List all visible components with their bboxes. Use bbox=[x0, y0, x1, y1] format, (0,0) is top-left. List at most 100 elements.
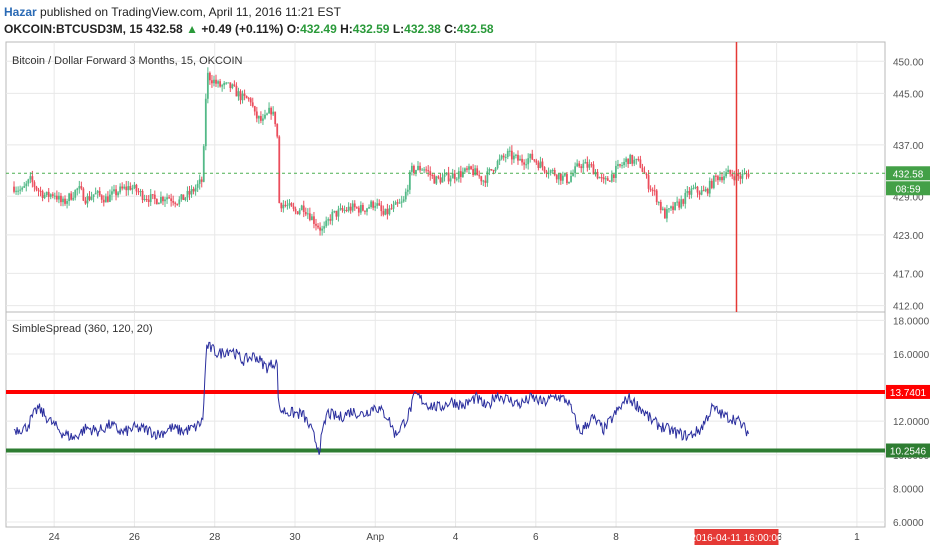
time-tick-label: 24 bbox=[49, 532, 61, 543]
price-pane[interactable] bbox=[5, 41, 886, 313]
candle-body bbox=[386, 208, 389, 215]
candle-body bbox=[231, 84, 234, 89]
candle-body bbox=[296, 211, 299, 215]
candle-body bbox=[357, 207, 360, 213]
candle-body bbox=[349, 206, 352, 211]
candle-body bbox=[582, 163, 585, 169]
candle-body bbox=[27, 179, 30, 184]
candle-body bbox=[578, 163, 581, 167]
candle-body bbox=[280, 203, 283, 209]
candle-body bbox=[635, 158, 638, 160]
candle-body bbox=[284, 204, 287, 206]
candle-body bbox=[96, 191, 99, 193]
candle-body bbox=[321, 228, 324, 231]
candle-body bbox=[645, 173, 648, 176]
candle-body bbox=[529, 153, 532, 159]
candle-body bbox=[58, 195, 60, 200]
candle-body bbox=[670, 206, 672, 209]
author-link[interactable]: Hazar bbox=[4, 5, 37, 19]
candle-body bbox=[672, 206, 674, 210]
candle-body bbox=[255, 111, 258, 119]
candle-body bbox=[625, 158, 628, 162]
candle-body bbox=[508, 150, 511, 152]
candle-body bbox=[533, 159, 536, 161]
candle-body bbox=[182, 194, 185, 201]
candle-body bbox=[639, 159, 642, 168]
candle-body bbox=[208, 72, 211, 81]
candle-body bbox=[119, 186, 122, 193]
price-tick-label: 412.00 bbox=[893, 302, 924, 313]
candle-body bbox=[331, 211, 334, 221]
candle-body bbox=[202, 146, 205, 182]
candle-body bbox=[72, 197, 75, 200]
candle-body bbox=[441, 177, 444, 183]
candle-body bbox=[155, 199, 158, 205]
candle-body bbox=[274, 111, 277, 125]
candle-body bbox=[621, 165, 623, 167]
candle-body bbox=[398, 202, 401, 204]
time-tick-label: 26 bbox=[129, 532, 141, 543]
candle-body bbox=[374, 205, 377, 208]
candle-body bbox=[368, 207, 370, 209]
candle-body bbox=[472, 169, 474, 176]
candle-body bbox=[539, 161, 542, 169]
candle-body bbox=[62, 198, 64, 203]
candle-body bbox=[217, 81, 219, 84]
candle-body bbox=[102, 199, 105, 203]
candle-body bbox=[657, 201, 660, 203]
candle-body bbox=[608, 180, 611, 182]
candle-body bbox=[204, 98, 207, 147]
candle-body bbox=[186, 190, 189, 198]
candle-body bbox=[162, 197, 164, 202]
candle-body bbox=[551, 170, 554, 172]
candle-body bbox=[92, 194, 95, 197]
candle-body bbox=[335, 210, 338, 217]
close-label: C: bbox=[444, 22, 457, 36]
chart-canvas[interactable]: Bitcoin / Dollar Forward 3 Months, 15, O… bbox=[0, 40, 932, 550]
candle-body bbox=[13, 186, 15, 192]
candle-body bbox=[251, 102, 254, 107]
candle-body bbox=[455, 178, 458, 180]
candle-body bbox=[629, 154, 632, 165]
candle-body bbox=[192, 189, 195, 192]
candle-body bbox=[390, 208, 393, 210]
candle-body bbox=[602, 177, 605, 180]
candle-body bbox=[510, 150, 513, 160]
candle-body bbox=[733, 176, 736, 181]
lower-band-tag bbox=[886, 443, 930, 458]
candle-body bbox=[282, 204, 285, 209]
candle-body bbox=[219, 81, 221, 87]
candle-body bbox=[615, 165, 617, 179]
candle-body bbox=[364, 210, 366, 212]
candle-body bbox=[712, 175, 715, 188]
candle-body bbox=[694, 186, 697, 189]
candle-body bbox=[325, 220, 328, 227]
low-label: L: bbox=[392, 22, 405, 36]
low-value: 432.38 bbox=[404, 22, 441, 36]
candle-body bbox=[345, 209, 348, 211]
candle-body bbox=[78, 186, 81, 189]
price-y-axis[interactable]: 450.00 445.00 437.00 429.00 423.00 417.00 412.… bbox=[893, 57, 924, 312]
candle-body bbox=[176, 203, 179, 205]
symbol-label[interactable]: OKCOIN:BTCUSD3M, 15 bbox=[4, 22, 143, 36]
candle-body bbox=[666, 209, 668, 219]
upper-band-tag bbox=[886, 384, 930, 399]
candle-body bbox=[292, 206, 295, 209]
candle-body bbox=[421, 169, 423, 171]
candle-body bbox=[568, 181, 570, 184]
candle-body bbox=[439, 177, 442, 183]
candle-body bbox=[515, 154, 517, 156]
candle-body bbox=[500, 155, 503, 159]
candle-body bbox=[47, 191, 50, 197]
candle-body bbox=[504, 157, 507, 159]
candle-body bbox=[370, 201, 372, 208]
indicator-pane[interactable] bbox=[5, 311, 886, 528]
candle-body bbox=[480, 176, 483, 182]
time-axis[interactable]: 24262830Anp468131 bbox=[6, 526, 885, 543]
candle-body bbox=[566, 174, 568, 184]
candle-body bbox=[737, 173, 740, 177]
candle-body bbox=[21, 187, 24, 190]
candle-body bbox=[276, 124, 279, 137]
candle-body bbox=[45, 191, 48, 195]
